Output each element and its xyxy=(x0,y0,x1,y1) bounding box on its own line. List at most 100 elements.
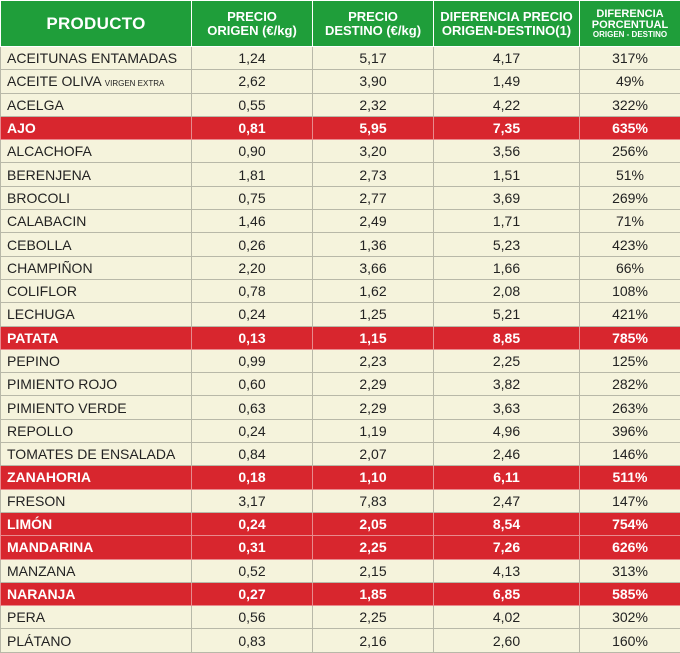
product-name: COLIFLOR xyxy=(7,283,77,299)
precio-origen-cell: 0,83 xyxy=(192,629,313,652)
precio-destino-cell: 2,05 xyxy=(313,512,434,535)
product-name-cell: ALCACHOFA xyxy=(1,140,192,163)
product-name-cell: REPOLLO xyxy=(1,419,192,442)
product-name-cell: LIMÓN xyxy=(1,512,192,535)
header-precio-destino: PRECIO DESTINO (€/kg) xyxy=(313,1,434,47)
diferencia-precio-cell: 4,22 xyxy=(434,93,580,116)
product-name: PLÁTANO xyxy=(7,633,71,649)
product-name: FRESON xyxy=(7,493,65,509)
precio-destino-cell: 7,83 xyxy=(313,489,434,512)
precio-origen-cell: 0,78 xyxy=(192,279,313,302)
product-name-cell: PATATA xyxy=(1,326,192,349)
header-diferencia-porcentual: DIFERENCIA PORCENTUAL ORIGEN - DESTINO xyxy=(580,1,680,47)
diferencia-precio-cell: 1,49 xyxy=(434,70,580,93)
product-name-cell: LECHUGA xyxy=(1,303,192,326)
product-name: ACEITE OLIVA xyxy=(7,73,105,89)
precio-destino-cell: 2,29 xyxy=(313,373,434,396)
product-name: PIMIENTO VERDE xyxy=(7,400,127,416)
product-name: ACELGA xyxy=(7,97,64,113)
precio-origen-cell: 0,60 xyxy=(192,373,313,396)
diferencia-precio-cell: 4,13 xyxy=(434,559,580,582)
precio-origen-cell: 0,99 xyxy=(192,349,313,372)
product-name-cell: ACELGA xyxy=(1,93,192,116)
diferencia-porcentual-cell: 66% xyxy=(580,256,680,279)
diferencia-precio-cell: 4,96 xyxy=(434,419,580,442)
diferencia-porcentual-cell: 269% xyxy=(580,186,680,209)
product-name: PIMIENTO ROJO xyxy=(7,376,117,392)
diferencia-precio-cell: 8,85 xyxy=(434,326,580,349)
product-name-cell: MANDARINA xyxy=(1,536,192,559)
header-row: PRODUCTO PRECIO ORIGEN (€/kg) PRECIO DES… xyxy=(1,1,680,47)
precio-destino-cell: 2,25 xyxy=(313,606,434,629)
diferencia-porcentual-cell: 421% xyxy=(580,303,680,326)
product-name-cell: PERA xyxy=(1,606,192,629)
product-name: NARANJA xyxy=(7,586,75,602)
diferencia-porcentual-cell: 71% xyxy=(580,210,680,233)
diferencia-precio-cell: 6,85 xyxy=(434,582,580,605)
product-name: PEPINO xyxy=(7,353,60,369)
table-header: PRODUCTO PRECIO ORIGEN (€/kg) PRECIO DES… xyxy=(1,1,680,47)
diferencia-porcentual-cell: 313% xyxy=(580,559,680,582)
product-name: MANZANA xyxy=(7,563,75,579)
precio-origen-cell: 0,84 xyxy=(192,443,313,466)
product-name: LIMÓN xyxy=(7,516,52,532)
precio-origen-cell: 0,18 xyxy=(192,466,313,489)
precio-destino-cell: 1,85 xyxy=(313,582,434,605)
product-name: BERENJENA xyxy=(7,167,91,183)
product-name: TOMATES DE ENSALADA xyxy=(7,446,175,462)
precio-origen-cell: 0,24 xyxy=(192,303,313,326)
diferencia-precio-cell: 5,23 xyxy=(434,233,580,256)
precio-destino-cell: 1,10 xyxy=(313,466,434,489)
header-precio-origen: PRECIO ORIGEN (€/kg) xyxy=(192,1,313,47)
product-name: CALABACIN xyxy=(7,213,86,229)
precio-destino-cell: 1,36 xyxy=(313,233,434,256)
diferencia-porcentual-cell: 256% xyxy=(580,140,680,163)
precio-destino-cell: 3,66 xyxy=(313,256,434,279)
precio-destino-cell: 2,15 xyxy=(313,559,434,582)
precio-origen-cell: 0,63 xyxy=(192,396,313,419)
product-name-cell: ACEITE OLIVA VIRGEN EXTRA xyxy=(1,70,192,93)
product-name: MANDARINA xyxy=(7,539,93,555)
product-name-cell: PLÁTANO xyxy=(1,629,192,652)
precio-destino-cell: 2,25 xyxy=(313,536,434,559)
product-name-cell: FRESON xyxy=(1,489,192,512)
precio-origen-cell: 0,26 xyxy=(192,233,313,256)
product-name: AJO xyxy=(7,120,36,136)
diferencia-precio-cell: 2,47 xyxy=(434,489,580,512)
diferencia-precio-cell: 6,11 xyxy=(434,466,580,489)
diferencia-precio-cell: 1,66 xyxy=(434,256,580,279)
header-diferencia-precio: DIFERENCIA PRECIO ORIGEN-DESTINO(1) xyxy=(434,1,580,47)
precio-origen-cell: 0,24 xyxy=(192,512,313,535)
diferencia-porcentual-cell: 160% xyxy=(580,629,680,652)
product-subtitle: VIRGEN EXTRA xyxy=(105,79,165,88)
precio-origen-cell: 0,24 xyxy=(192,419,313,442)
diferencia-porcentual-cell: 626% xyxy=(580,536,680,559)
precio-destino-cell: 5,17 xyxy=(313,47,434,70)
precio-origen-cell: 1,46 xyxy=(192,210,313,233)
precio-destino-cell: 2,07 xyxy=(313,443,434,466)
diferencia-porcentual-cell: 147% xyxy=(580,489,680,512)
precio-destino-cell: 2,49 xyxy=(313,210,434,233)
precio-destino-cell: 1,15 xyxy=(313,326,434,349)
precio-destino-cell: 2,16 xyxy=(313,629,434,652)
product-name-cell: PIMIENTO VERDE xyxy=(1,396,192,419)
precio-destino-cell: 5,95 xyxy=(313,116,434,139)
precio-destino-cell: 3,20 xyxy=(313,140,434,163)
diferencia-porcentual-cell: 322% xyxy=(580,93,680,116)
